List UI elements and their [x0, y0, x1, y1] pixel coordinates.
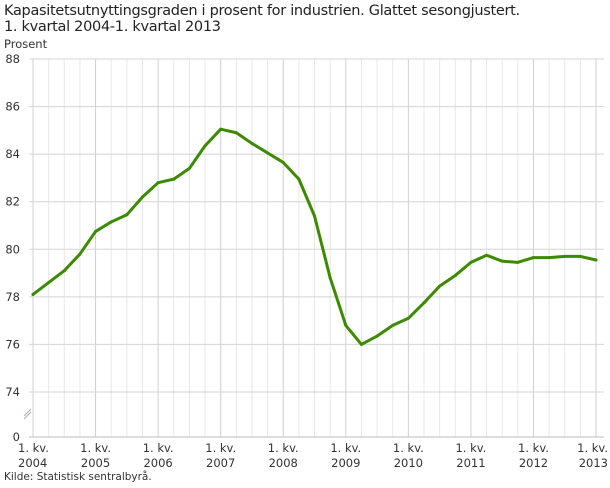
data-point — [344, 323, 348, 327]
data-point — [187, 166, 191, 170]
x-tick-label: 2007 — [206, 456, 235, 470]
title-line-2: 1. kvartal 2004-1. kvartal 2013 — [4, 19, 221, 35]
data-point — [485, 253, 489, 257]
data-point — [156, 181, 160, 185]
data-point — [109, 220, 113, 224]
x-tick-label: 1. kv. — [518, 441, 549, 455]
data-point — [203, 144, 207, 148]
data-point — [219, 127, 223, 131]
data-point — [391, 323, 395, 327]
data-point — [500, 259, 504, 263]
data-point — [359, 342, 363, 346]
y-tick-label: 74 — [5, 385, 20, 399]
data-point — [78, 252, 82, 256]
y-tick-label: 82 — [5, 195, 20, 209]
data-point — [375, 334, 379, 338]
data-point — [563, 254, 567, 258]
x-tick-label: 1. kv. — [268, 441, 299, 455]
data-point — [31, 292, 35, 296]
data-point — [438, 284, 442, 288]
data-point — [266, 151, 270, 155]
data-point — [297, 177, 301, 181]
x-tick-label: 1. kv. — [577, 441, 608, 455]
data-point — [250, 141, 254, 145]
x-tick-label: 2009 — [331, 456, 360, 470]
data-point — [516, 260, 520, 264]
axis-break-icon — [23, 408, 32, 417]
y-tick-label: 84 — [5, 147, 20, 161]
x-tick-label: 1. kv. — [393, 441, 424, 455]
x-tick-label: 1. kv. — [143, 441, 174, 455]
data-point — [531, 256, 535, 260]
x-tick-label: 2011 — [456, 456, 485, 470]
data-point — [234, 131, 238, 135]
axis-break-icon — [23, 411, 32, 420]
data-point — [578, 254, 582, 258]
chart-title: Kapasitetsutnyttingsgraden i prosent for… — [4, 3, 520, 35]
x-tick-label: 2013 — [579, 456, 608, 470]
y-tick-label: 88 — [5, 52, 20, 66]
data-point — [328, 276, 332, 280]
data-point — [281, 160, 285, 164]
y-tick-label: 76 — [5, 337, 20, 351]
data-point — [594, 258, 598, 262]
source-note: Kilde: Statistisk sentralbyrå. — [4, 471, 152, 483]
x-tick-label: 2012 — [519, 456, 548, 470]
x-tick-label: 1. kv. — [80, 441, 111, 455]
data-point — [62, 269, 66, 273]
y-tick-label: 0 — [13, 430, 20, 444]
data-point — [469, 260, 473, 264]
data-point — [172, 177, 176, 181]
data-point — [125, 213, 129, 217]
y-tick-label: 78 — [5, 290, 20, 304]
data-point — [313, 214, 317, 218]
x-tick-label: 1. kv. — [18, 441, 49, 455]
title-line-1: Kapasitetsutnyttingsgraden i prosent for… — [4, 3, 520, 19]
data-point — [140, 195, 144, 199]
x-tick-label: 2008 — [269, 456, 298, 470]
y-tick-label: 86 — [5, 100, 20, 114]
x-tick-label: 2005 — [81, 456, 110, 470]
data-point — [453, 273, 457, 277]
data-point — [94, 229, 98, 233]
x-tick-label: 2010 — [394, 456, 423, 470]
x-tick-label: 1. kv. — [205, 441, 236, 455]
data-point — [547, 256, 551, 260]
y-axis-label: Prosent — [4, 37, 48, 51]
x-tick-label: 1. kv. — [330, 441, 361, 455]
x-tick-label: 2006 — [143, 456, 172, 470]
data-point — [422, 301, 426, 305]
data-point — [47, 281, 51, 285]
x-tick-label: 1. kv. — [455, 441, 486, 455]
x-tick-label: 2004 — [18, 456, 47, 470]
y-tick-label: 80 — [5, 242, 20, 256]
data-point — [406, 316, 410, 320]
